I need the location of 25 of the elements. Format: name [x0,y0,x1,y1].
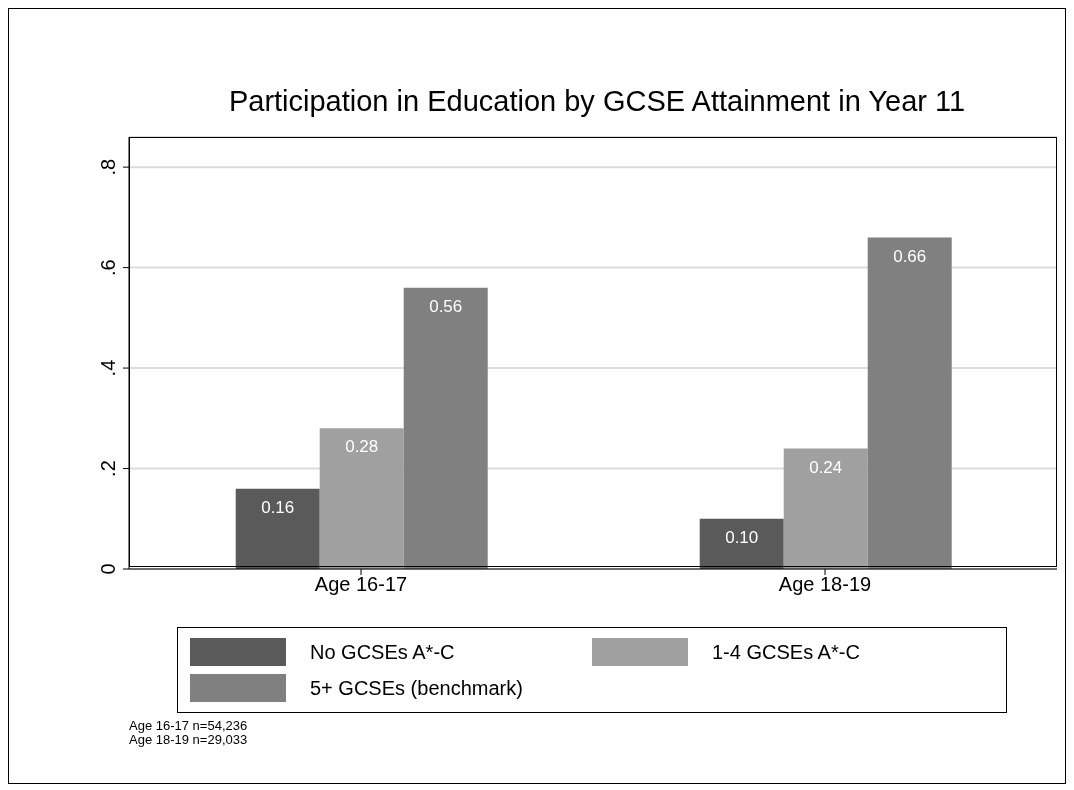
bar [867,237,952,569]
legend-label: 1-4 GCSEs A*-C [712,640,860,664]
y-tick-label: .2 [97,460,119,477]
data-label: 0.10 [725,527,759,547]
text: Age 16-17 n=54,236 [129,718,248,733]
y-tick-label: 0 [97,563,119,575]
bar [403,287,488,569]
bar [783,448,868,569]
legend-label: No GCSEs A*-C [310,640,455,664]
x-tick-label: Age 16-17 [314,573,408,596]
data-label: 0.24 [809,457,843,477]
legend-label: 5+ GCSEs (benchmark) [310,676,523,700]
bar [699,518,784,569]
data-label: 0.66 [893,246,927,266]
text: Age 18-19 n=29,033 [129,732,248,747]
bar [319,428,404,569]
y-tick-label: .6 [97,259,119,276]
chart-title: Participation in Education by GCSE Attainment in Year 11 [227,85,967,118]
data-label: 0.16 [261,497,295,517]
data-label: 0.28 [345,437,379,457]
y-tick-label: .4 [97,359,119,377]
y-tick-label: .8 [97,158,119,176]
x-tick-label: Age 18-19 [778,573,872,596]
bar [235,488,320,569]
data-label: 0.56 [429,296,463,316]
